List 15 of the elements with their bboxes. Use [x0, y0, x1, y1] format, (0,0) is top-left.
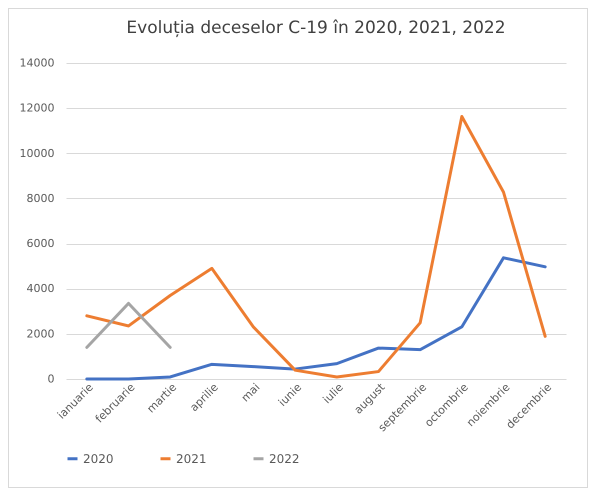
y-tick-label: 0: [48, 372, 54, 386]
line-series: [85, 114, 547, 378]
legend-label: 2021: [176, 452, 207, 466]
y-tick-label: 4000: [26, 282, 54, 296]
y-tick-label: 10000: [20, 146, 54, 160]
y-tick-label: 12000: [20, 102, 54, 115]
y-tick-label: 8000: [26, 192, 54, 205]
y-tick-label: 14000: [20, 56, 54, 70]
chart-title: Evoluția deceselor C-19 în 2020, 2021, 2022: [126, 18, 506, 38]
y-tick-label: 2000: [26, 327, 54, 340]
legend-label: 2022: [269, 452, 300, 466]
y-tick-label: 6000: [26, 237, 54, 250]
x-tick-label: iulie: [320, 380, 346, 406]
line-series: [85, 256, 547, 380]
legend-label: 2020: [83, 452, 114, 466]
